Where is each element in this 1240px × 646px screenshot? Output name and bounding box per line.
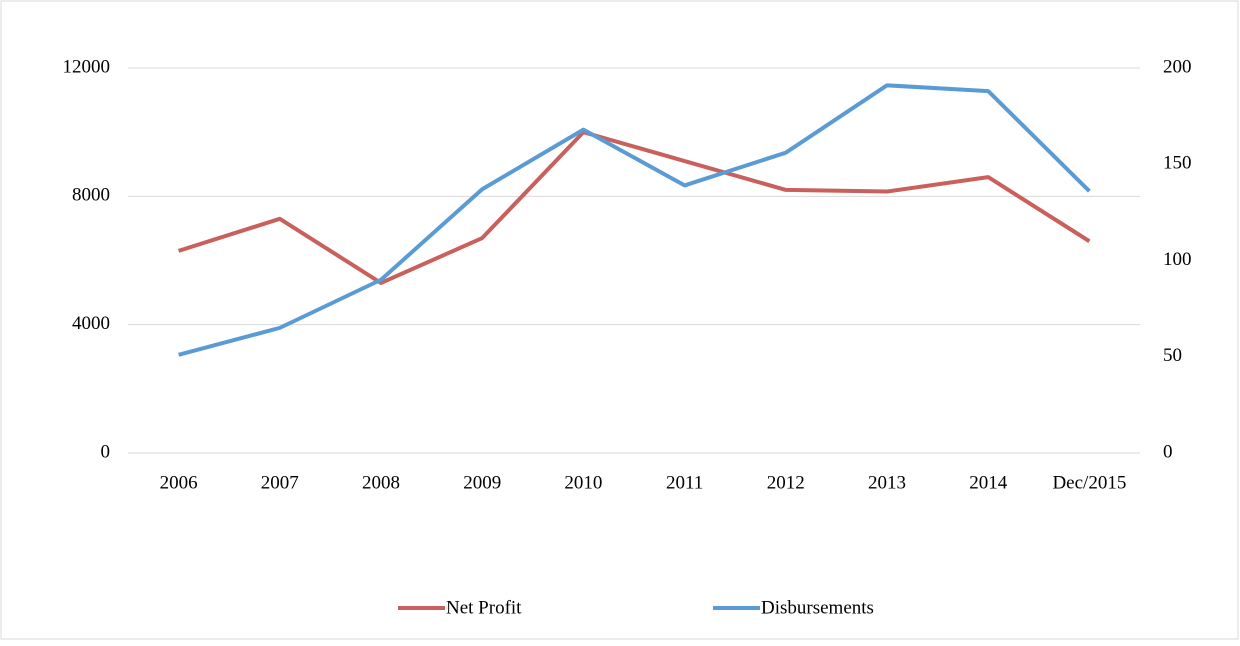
y2-tick-label: 200 [1163, 56, 1192, 77]
x-tick-label: 2009 [463, 472, 501, 493]
x-tick-label: 2011 [666, 472, 703, 493]
legend-label: Net Profit [446, 597, 522, 618]
series-line [177, 130, 1091, 285]
x-tick-label: 2013 [868, 472, 906, 493]
x-tick-label: Dec/2015 [1052, 472, 1126, 493]
x-tick-label: 2008 [362, 472, 400, 493]
x-tick-label: 2006 [160, 472, 198, 493]
y2-tick-label: 100 [1163, 249, 1192, 270]
y-tick-label: 0 [101, 441, 111, 462]
y2-tick-label: 50 [1163, 345, 1182, 366]
y-tick-label: 4000 [72, 313, 110, 334]
y2-tick-label: 150 [1163, 153, 1192, 174]
x-tick-label: 2010 [564, 472, 602, 493]
y2-tick-label: 0 [1163, 441, 1173, 462]
x-tick-label: 2007 [261, 472, 299, 493]
series-line [178, 83, 1091, 357]
legend-label: Disbursements [761, 597, 874, 618]
x-tick-label: 2014 [969, 472, 1008, 493]
x-tick-label: 2012 [767, 472, 805, 493]
y-tick-label: 12000 [63, 56, 111, 77]
y-tick-label: 8000 [72, 185, 110, 206]
